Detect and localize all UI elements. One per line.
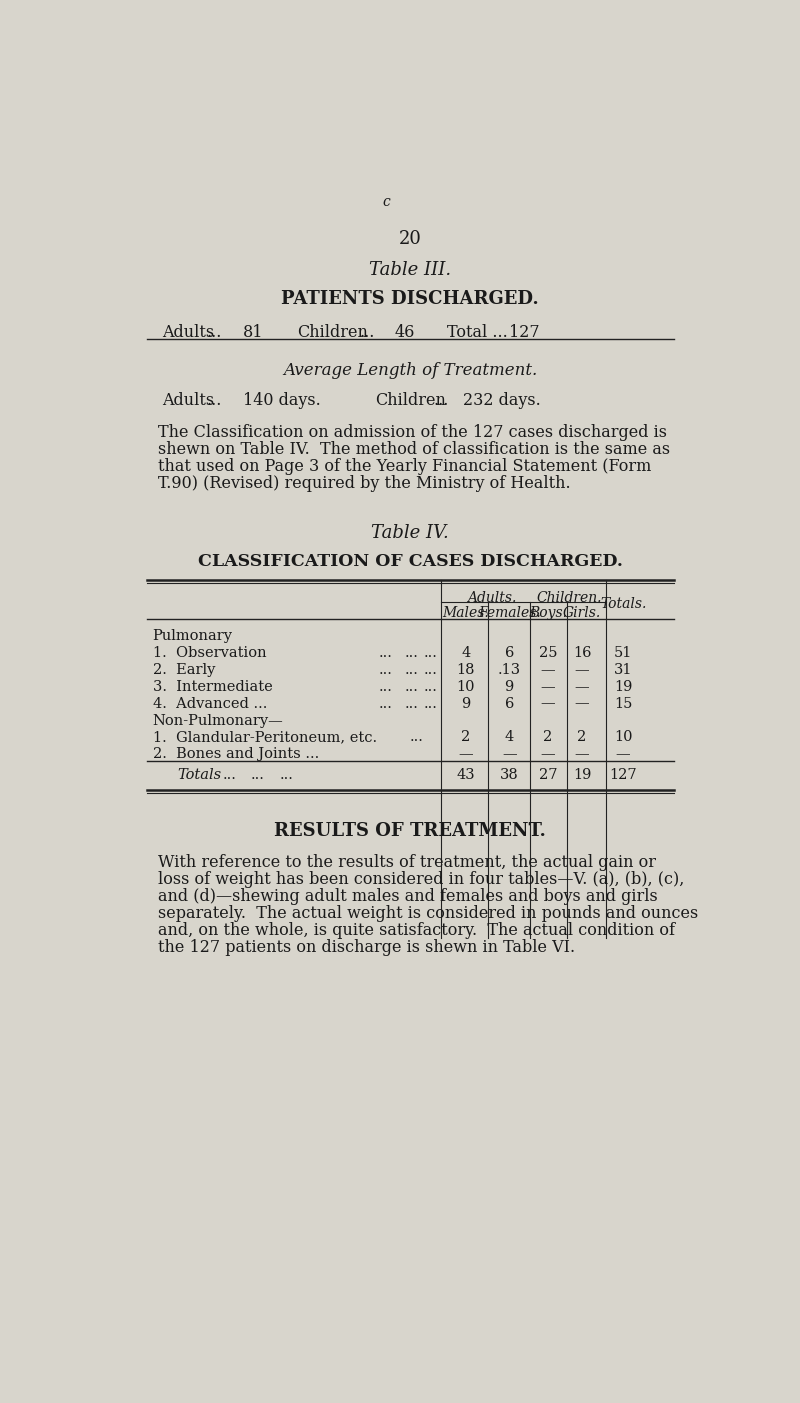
- Text: ...: ...: [379, 662, 393, 676]
- Text: 10: 10: [457, 679, 475, 693]
- Text: and, on the whole, is quite satisfactory.  The actual condition of: and, on the whole, is quite satisfactory…: [158, 922, 675, 939]
- Text: Boys.: Boys.: [529, 606, 567, 620]
- Text: Males.: Males.: [442, 606, 489, 620]
- Text: Children: Children: [375, 391, 446, 408]
- Text: .13: .13: [498, 662, 521, 676]
- Text: 4: 4: [505, 731, 514, 745]
- Text: 140 days.: 140 days.: [243, 391, 321, 408]
- Text: The Classification on admission of the 127 cases discharged is: The Classification on admission of the 1…: [158, 424, 667, 441]
- Text: Totals.: Totals.: [600, 598, 646, 612]
- Text: 1.  Glandular-Peritoneum, etc.: 1. Glandular-Peritoneum, etc.: [153, 731, 377, 745]
- Text: —: —: [502, 748, 517, 762]
- Text: —: —: [541, 662, 555, 676]
- Text: ...: ...: [280, 769, 294, 783]
- Text: ...: ...: [434, 391, 449, 408]
- Text: Non-Pulmonary—: Non-Pulmonary—: [153, 714, 283, 728]
- Text: Adults: Adults: [162, 391, 214, 408]
- Text: ...: ...: [424, 679, 438, 693]
- Text: —: —: [574, 696, 590, 710]
- Text: c: c: [383, 195, 390, 209]
- Text: 2.  Early: 2. Early: [153, 662, 215, 676]
- Text: —: —: [574, 679, 590, 693]
- Text: ...: ...: [424, 696, 438, 710]
- Text: 43: 43: [457, 769, 475, 783]
- Text: Totals: Totals: [178, 769, 222, 783]
- Text: 232 days.: 232 days.: [462, 391, 541, 408]
- Text: 51: 51: [614, 645, 632, 659]
- Text: ...: ...: [405, 679, 418, 693]
- Text: Average Length of Treatment.: Average Length of Treatment.: [283, 362, 537, 379]
- Text: ...: ...: [222, 769, 236, 783]
- Text: —: —: [616, 748, 630, 762]
- Text: 19: 19: [573, 769, 591, 783]
- Text: T.90) (Revised) required by the Ministry of Health.: T.90) (Revised) required by the Ministry…: [158, 474, 570, 492]
- Text: 6: 6: [505, 696, 514, 710]
- Text: and (d)—shewing adult males and females and boys and girls: and (d)—shewing adult males and females …: [158, 888, 658, 905]
- Text: Table III.: Table III.: [369, 261, 451, 279]
- Text: 81: 81: [243, 324, 264, 341]
- Text: 15: 15: [614, 696, 632, 710]
- Text: 2.  Bones and Joints ...: 2. Bones and Joints ...: [153, 748, 319, 762]
- Text: —: —: [458, 748, 473, 762]
- Text: ...: ...: [207, 324, 222, 341]
- Text: ...: ...: [410, 731, 424, 745]
- Text: CLASSIFICATION OF CASES DISCHARGED.: CLASSIFICATION OF CASES DISCHARGED.: [198, 553, 622, 571]
- Text: RESULTS OF TREATMENT.: RESULTS OF TREATMENT.: [274, 822, 546, 840]
- Text: ...: ...: [405, 645, 418, 659]
- Text: separately.  The actual weight is considered in pounds and ounces: separately. The actual weight is conside…: [158, 905, 698, 922]
- Text: ...: ...: [405, 696, 418, 710]
- Text: 31: 31: [614, 662, 632, 676]
- Text: —: —: [541, 679, 555, 693]
- Text: Total ...: Total ...: [447, 324, 508, 341]
- Text: 6: 6: [505, 645, 514, 659]
- Text: Adults: Adults: [162, 324, 214, 341]
- Text: 2: 2: [461, 731, 470, 745]
- Text: Adults.: Adults.: [466, 591, 516, 605]
- Text: —: —: [541, 696, 555, 710]
- Text: 127: 127: [610, 769, 637, 783]
- Text: With reference to the results of treatment, the actual gain or: With reference to the results of treatme…: [158, 854, 656, 871]
- Text: ...: ...: [379, 645, 393, 659]
- Text: loss of weight has been considered in four tables—V. (a), (b), (c),: loss of weight has been considered in fo…: [158, 871, 685, 888]
- Text: ...: ...: [207, 391, 222, 408]
- Text: —: —: [574, 748, 590, 762]
- Text: 38: 38: [500, 769, 518, 783]
- Text: Females.: Females.: [478, 606, 541, 620]
- Text: ...: ...: [379, 679, 393, 693]
- Text: Children.: Children.: [536, 591, 602, 605]
- Text: the 127 patients on discharge is shewn in Table VI.: the 127 patients on discharge is shewn i…: [158, 939, 575, 955]
- Text: 46: 46: [394, 324, 415, 341]
- Text: that used on Page 3 of the Yearly Financial Statement (Form: that used on Page 3 of the Yearly Financ…: [158, 457, 651, 474]
- Text: shewn on Table IV.  The method of classification is the same as: shewn on Table IV. The method of classif…: [158, 441, 670, 457]
- Text: 18: 18: [457, 662, 475, 676]
- Text: 10: 10: [614, 731, 632, 745]
- Text: 2: 2: [578, 731, 586, 745]
- Text: ...: ...: [424, 662, 438, 676]
- Text: 4: 4: [461, 645, 470, 659]
- Text: 27: 27: [538, 769, 558, 783]
- Text: 25: 25: [538, 645, 558, 659]
- Text: 3.  Intermediate: 3. Intermediate: [153, 679, 273, 693]
- Text: Girls.: Girls.: [563, 606, 601, 620]
- Text: 9: 9: [461, 696, 470, 710]
- Text: ...: ...: [405, 662, 418, 676]
- Text: —: —: [574, 662, 590, 676]
- Text: 20: 20: [398, 230, 422, 248]
- Text: ...: ...: [360, 324, 375, 341]
- Text: 9: 9: [505, 679, 514, 693]
- Text: ...: ...: [251, 769, 265, 783]
- Text: 127: 127: [509, 324, 540, 341]
- Text: 4.  Advanced ...: 4. Advanced ...: [153, 696, 267, 710]
- Text: ...: ...: [379, 696, 393, 710]
- Text: Table IV.: Table IV.: [371, 525, 449, 542]
- Text: ...: ...: [424, 645, 438, 659]
- Text: Children: Children: [298, 324, 369, 341]
- Text: PATIENTS DISCHARGED.: PATIENTS DISCHARGED.: [281, 290, 539, 309]
- Text: 2: 2: [543, 731, 553, 745]
- Text: Pulmonary: Pulmonary: [153, 629, 233, 643]
- Text: —: —: [541, 748, 555, 762]
- Text: 19: 19: [614, 679, 632, 693]
- Text: 16: 16: [573, 645, 591, 659]
- Text: 1.  Observation: 1. Observation: [153, 645, 266, 659]
